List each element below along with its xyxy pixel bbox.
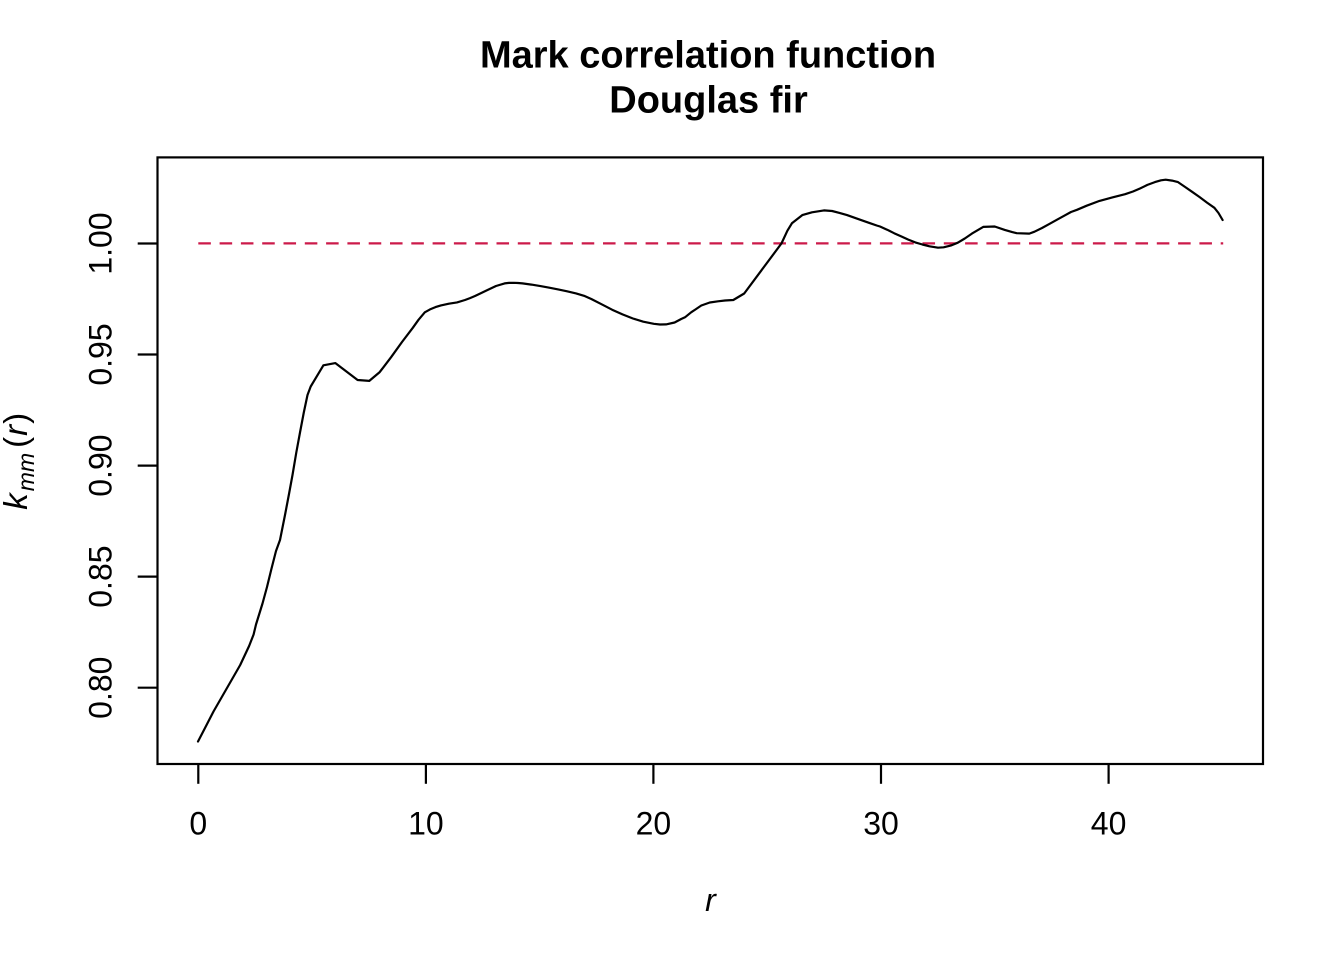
svg-text:0.95: 0.95	[82, 323, 118, 385]
svg-text:0.80: 0.80	[82, 657, 118, 719]
svg-text:r: r	[705, 882, 717, 918]
svg-text:0.90: 0.90	[82, 434, 118, 496]
svg-text:0.85: 0.85	[82, 545, 118, 607]
svg-text:Mark correlation function: Mark correlation function	[480, 35, 936, 77]
svg-text:40: 40	[1091, 806, 1127, 842]
svg-text:10: 10	[408, 806, 444, 842]
svg-text:1.00: 1.00	[82, 212, 118, 274]
svg-text:20: 20	[636, 806, 672, 842]
svg-text:0: 0	[189, 806, 207, 842]
svg-text:kmm(r): kmm(r)	[0, 413, 39, 510]
svg-text:30: 30	[863, 806, 899, 842]
svg-text:Douglas fir: Douglas fir	[609, 79, 808, 121]
